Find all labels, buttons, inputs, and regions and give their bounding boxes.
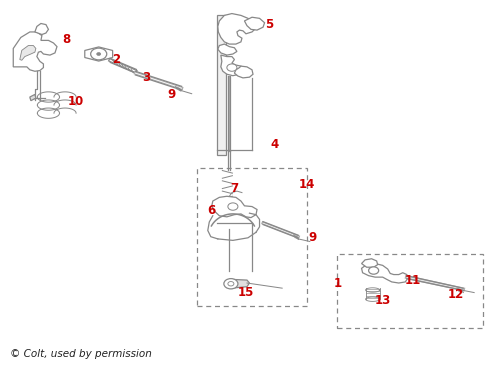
Text: 9: 9 [308,231,317,244]
Bar [338,254,483,328]
Polygon shape [218,44,237,55]
Circle shape [97,52,101,55]
Text: © Colt, used by permission: © Colt, used by permission [10,349,152,359]
Text: 8: 8 [62,33,70,46]
Polygon shape [244,17,265,30]
Polygon shape [212,196,257,218]
Polygon shape [30,94,36,101]
Text: 3: 3 [143,71,151,85]
Polygon shape [20,45,36,60]
Text: 6: 6 [208,204,216,217]
Text: 7: 7 [230,182,238,195]
Circle shape [227,64,237,71]
Polygon shape [35,24,48,35]
Text: 2: 2 [112,53,120,66]
Bar [197,168,307,306]
Text: 10: 10 [68,95,84,108]
Circle shape [228,282,234,286]
Polygon shape [234,66,253,78]
Text: 9: 9 [167,88,176,101]
Text: 5: 5 [266,18,274,31]
Text: 11: 11 [405,273,421,287]
Polygon shape [231,279,249,288]
Text: 4: 4 [271,138,279,151]
Polygon shape [218,14,257,44]
Circle shape [91,48,107,60]
Text: 12: 12 [448,288,464,301]
Polygon shape [361,263,408,283]
Polygon shape [221,55,243,76]
Polygon shape [217,15,226,155]
Polygon shape [13,32,57,71]
Polygon shape [361,259,377,267]
Circle shape [228,203,238,210]
Circle shape [224,279,238,289]
Text: 13: 13 [374,294,391,307]
Text: 1: 1 [333,277,342,290]
Circle shape [368,267,379,274]
Text: 14: 14 [299,178,316,191]
Text: 15: 15 [238,286,254,300]
Polygon shape [85,47,112,61]
